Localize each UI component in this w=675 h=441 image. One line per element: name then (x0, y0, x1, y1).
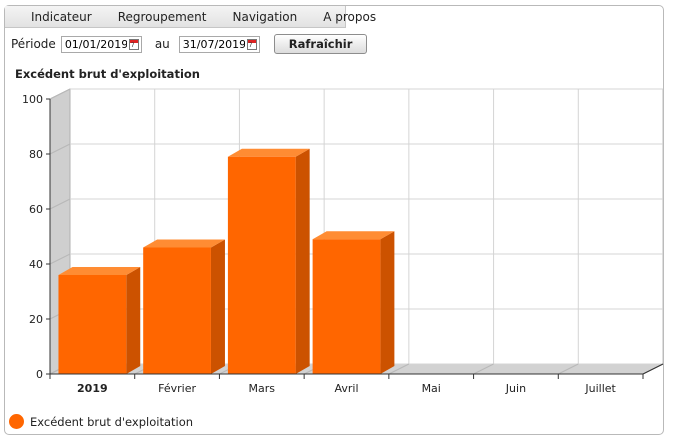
bar-front (58, 275, 127, 374)
period-toolbar: Période 7 au 7 Rafraîchir (11, 34, 368, 54)
bar-side (295, 148, 310, 374)
x-tick-label: Mai (422, 382, 441, 395)
bar-front (227, 156, 296, 374)
gridline-side (49, 88, 71, 100)
x-tick-label: 2019 (77, 382, 108, 395)
between-label: au (154, 37, 170, 51)
calendar-icon[interactable]: 7 (128, 38, 139, 50)
calendar-icon[interactable]: 7 (246, 38, 257, 50)
refresh-button[interactable]: Rafraîchir (273, 34, 368, 54)
bar-side (210, 239, 225, 374)
bar-side (126, 267, 141, 374)
x-tick-label: Mars (249, 382, 276, 395)
start-date-field[interactable]: 7 (60, 35, 142, 53)
y-tick-label: 40 (29, 258, 43, 271)
floor-divider (558, 363, 579, 375)
bar-top (312, 231, 395, 240)
bar-top (227, 148, 310, 157)
chart-legend: Excédent brut d'exploitation (9, 414, 193, 429)
y-tick-label: 60 (29, 203, 43, 216)
y-tick-label: 0 (36, 368, 43, 381)
gridline-side (49, 198, 71, 210)
bar-top (58, 267, 141, 275)
period-label: Période (11, 37, 56, 51)
bar (58, 267, 141, 374)
x-axis-depth-line (642, 363, 664, 375)
menu-bar: Indicateur Regroupement Navigation A pro… (5, 6, 376, 28)
gridline-side (49, 143, 71, 155)
bar-side (380, 231, 395, 374)
bar-top (143, 239, 225, 248)
menu-a-propos[interactable]: A propos (323, 9, 377, 24)
calendar-icon-day: 7 (248, 41, 253, 49)
bar (227, 148, 310, 374)
y-tick-label: 20 (29, 313, 43, 326)
floor-divider (388, 363, 410, 375)
y-tick-label: 80 (29, 148, 43, 161)
menu-regroupement[interactable]: Regroupement (117, 9, 207, 24)
menu-navigation[interactable]: Navigation (232, 9, 298, 24)
x-tick-label: Avril (334, 382, 358, 395)
calendar-icon-day: 7 (130, 41, 135, 49)
bar-front (312, 239, 381, 374)
x-tick-label: Juin (505, 382, 526, 395)
chart-title: Excédent brut d'exploitation (15, 67, 200, 81)
end-date-input[interactable] (182, 37, 245, 51)
legend-label: Excédent brut d'exploitation (30, 414, 194, 429)
x-tick-label: Février (158, 382, 196, 395)
x-tick-label: Juillet (584, 382, 616, 395)
menu-indicateur[interactable]: Indicateur (31, 9, 92, 24)
y-tick-label: 100 (22, 93, 43, 106)
bar-front (143, 247, 211, 374)
floor-divider (473, 363, 494, 375)
bar (143, 239, 225, 374)
end-date-field[interactable]: 7 (178, 35, 260, 53)
gridline-side (49, 253, 71, 265)
start-date-input[interactable] (64, 37, 127, 51)
bar (312, 231, 395, 374)
legend-swatch (9, 414, 24, 429)
